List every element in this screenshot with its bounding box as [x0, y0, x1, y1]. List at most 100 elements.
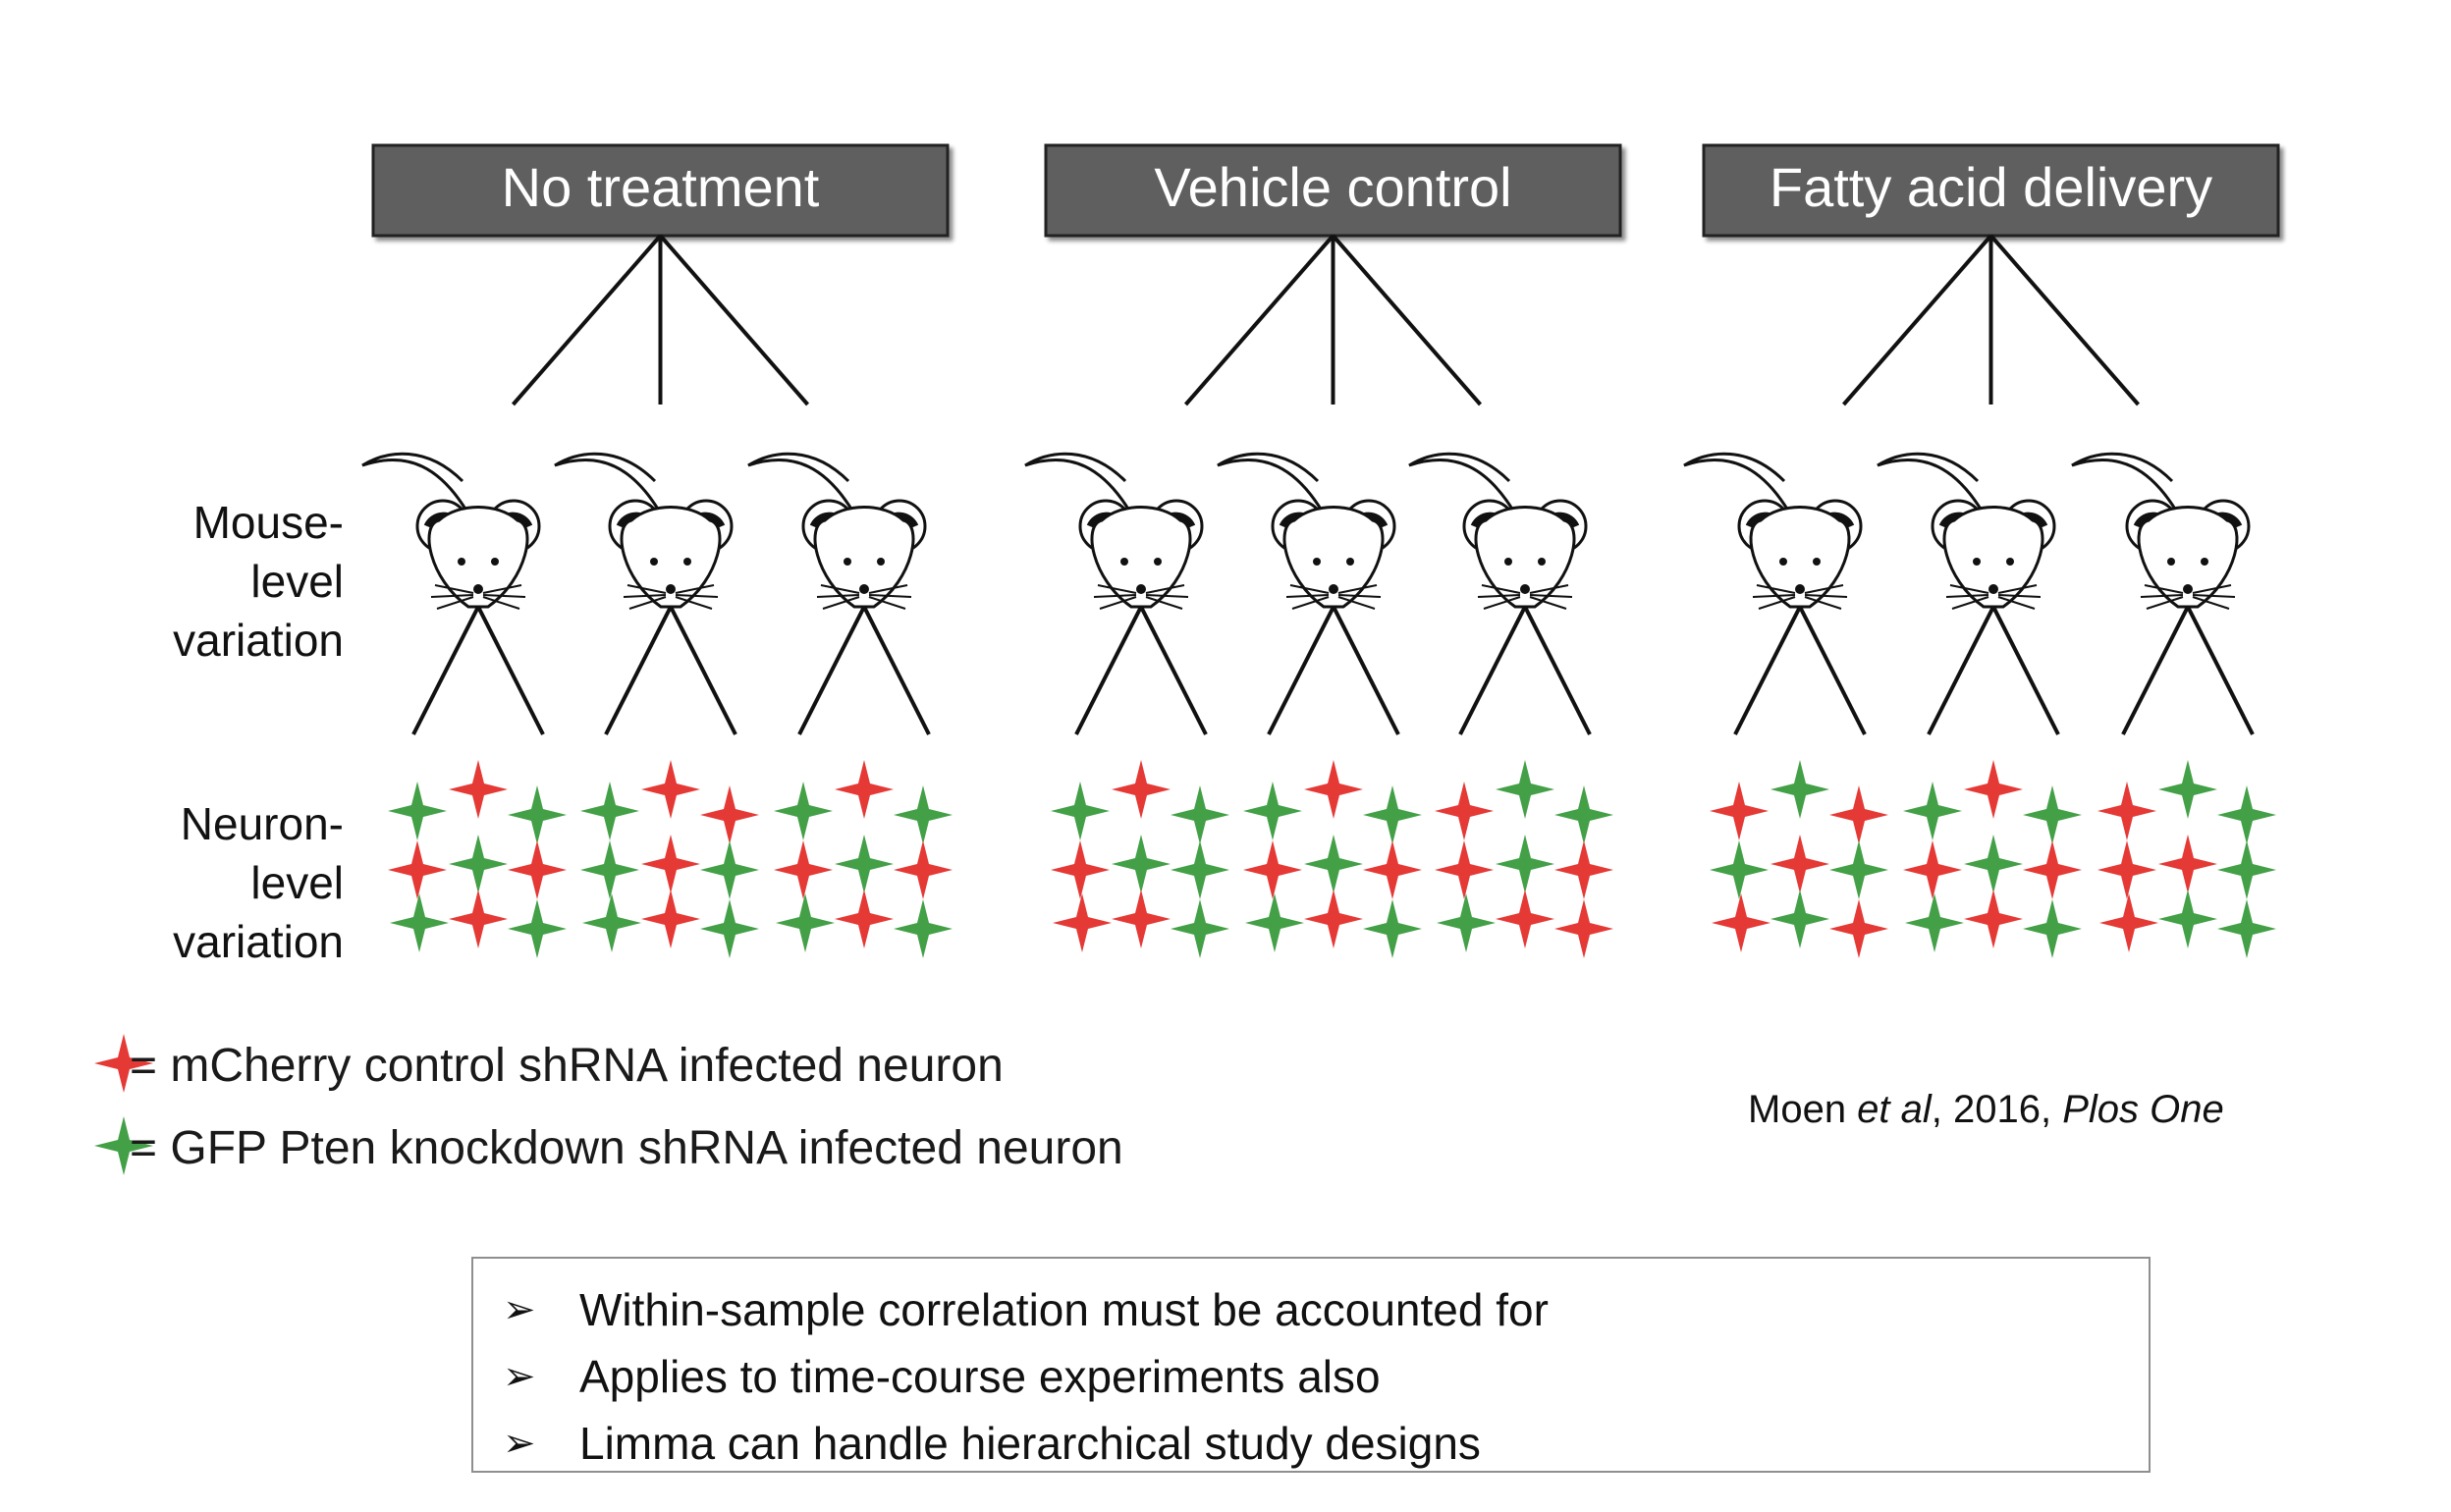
row-label: Neuron-	[181, 798, 344, 849]
neuron-star-icon	[774, 840, 833, 899]
neuron-star-icon	[1051, 840, 1110, 899]
row-label: Mouse-	[193, 497, 344, 548]
legend-red-star-icon	[94, 1034, 153, 1093]
tree-line	[1267, 606, 1335, 735]
neuron-star-icon	[1496, 760, 1554, 819]
tree-line	[1991, 606, 2060, 735]
tree-line	[411, 606, 480, 735]
group-label: No treatment	[502, 156, 820, 218]
neuron-star-icon	[835, 760, 894, 819]
neuron-star-icon	[2097, 840, 2156, 899]
neuron-star-icon	[835, 890, 894, 948]
mouse-icon	[1218, 454, 1394, 609]
neuron-star-icon	[1171, 899, 1229, 958]
summary-bullet-text: Limma can handle hierarchical study desi…	[579, 1418, 1481, 1469]
neuron-star-icon	[1112, 760, 1171, 819]
tree-line	[2186, 606, 2255, 735]
neuron-star-icon	[1363, 899, 1422, 958]
summary-box: ➢ Within-sample correlation must be acco…	[471, 1257, 2151, 1473]
neuron-star-icon	[1243, 840, 1302, 899]
tree-line	[1733, 606, 1802, 735]
row-label: level	[250, 857, 344, 908]
summary-bullet: ➢ Applies to time-course experiments als…	[503, 1343, 2149, 1410]
neuron-star-icon	[1304, 760, 1363, 819]
group-box	[371, 143, 950, 238]
neuron-star-icon	[390, 893, 449, 952]
neuron-star-icon	[700, 899, 759, 958]
neuron-star-icon	[1829, 840, 1888, 899]
neuron-star-icon	[1112, 890, 1171, 948]
neuron-star-icon	[388, 840, 447, 899]
neuron-star-icon	[2099, 893, 2158, 952]
mouse-icon	[362, 454, 539, 609]
neuron-star-icon	[1964, 760, 2023, 819]
tree-line	[1139, 606, 1208, 735]
neuron-star-icon	[1554, 840, 1613, 899]
neuron-star-icon	[508, 840, 567, 899]
summary-bullet: ➢ Limma can handle hierarchical study de…	[503, 1410, 2149, 1477]
mouse-icon	[1684, 454, 1861, 609]
arrowhead-bullet-icon: ➢	[503, 1422, 536, 1465]
neuron-star-icon	[2023, 840, 2082, 899]
neuron-star-icon	[1435, 840, 1494, 899]
neuron-star-icon	[582, 893, 641, 952]
neuron-star-icon	[580, 840, 639, 899]
citation-year: , 2016,	[1931, 1088, 2063, 1131]
legend-label-gfp: = GFP Pten knockdown shRNA infected neur…	[130, 1122, 1123, 1174]
neuron-star-icon	[508, 785, 567, 844]
neuron-star-icon	[1770, 760, 1829, 819]
tree-line	[1841, 234, 1993, 406]
neuron-star-icon	[1245, 893, 1304, 952]
arrowhead-bullet-icon: ➢	[503, 1355, 536, 1398]
tree-line	[1988, 234, 2141, 406]
neuron-star-icon	[1903, 840, 1962, 899]
legend-label-mcherry: = mCherry control shRNA infected neuron	[130, 1040, 1004, 1092]
neuron-star-icon	[1171, 785, 1229, 844]
neuron-star-icon	[1710, 782, 1769, 840]
neuron-star-icon	[1964, 835, 2023, 893]
neuron-star-icon	[2158, 835, 2217, 893]
tree-line	[2121, 606, 2190, 735]
group-label: Vehicle control	[1154, 156, 1511, 218]
mouse-icon	[1409, 454, 1586, 609]
legend-green-star-icon	[94, 1116, 153, 1175]
mouse-icon	[2072, 454, 2249, 609]
mouse-icon	[1878, 454, 2054, 609]
tree-line	[1458, 606, 1527, 735]
neuron-star-icon	[1712, 893, 1770, 952]
neuron-star-icon	[449, 890, 508, 948]
neuron-star-icon	[388, 782, 447, 840]
neuron-star-icon	[1905, 893, 1964, 952]
summary-bullet: ➢ Within-sample correlation must be acco…	[503, 1276, 2149, 1343]
tree-line	[797, 606, 866, 735]
neuron-star-icon	[774, 782, 833, 840]
neuron-star-icon	[1363, 840, 1422, 899]
citation-etal: et al	[1857, 1088, 1932, 1131]
neuron-star-icon	[1171, 840, 1229, 899]
tree-line	[1331, 234, 1483, 406]
neuron-star-icon	[641, 760, 700, 819]
neuron-star-icon	[2217, 840, 2276, 899]
neuron-star-icon	[1496, 890, 1554, 948]
summary-bullet-text: Within-sample correlation must be accoun…	[579, 1284, 1549, 1335]
neuron-star-icon	[1770, 835, 1829, 893]
tree-line	[476, 606, 545, 735]
citation-journal: Plos One	[2062, 1088, 2224, 1131]
summary-bullet-text: Applies to time-course experiments also	[579, 1351, 1381, 1402]
row-label: level	[250, 556, 344, 607]
tree-line	[1332, 606, 1400, 735]
neuron-star-icon	[894, 840, 953, 899]
tree-line	[658, 234, 810, 406]
row-label: variation	[173, 916, 344, 967]
neuron-star-icon	[1304, 890, 1363, 948]
neuron-star-icon	[700, 840, 759, 899]
neuron-star-icon	[700, 785, 759, 844]
arrowhead-bullet-icon: ➢	[503, 1288, 536, 1331]
neuron-star-icon	[2217, 899, 2276, 958]
neuron-star-icon	[894, 785, 953, 844]
group-box	[1702, 143, 2280, 238]
neuron-star-icon	[449, 835, 508, 893]
neuron-star-icon	[1435, 782, 1494, 840]
neuron-star-icon	[1053, 893, 1112, 952]
